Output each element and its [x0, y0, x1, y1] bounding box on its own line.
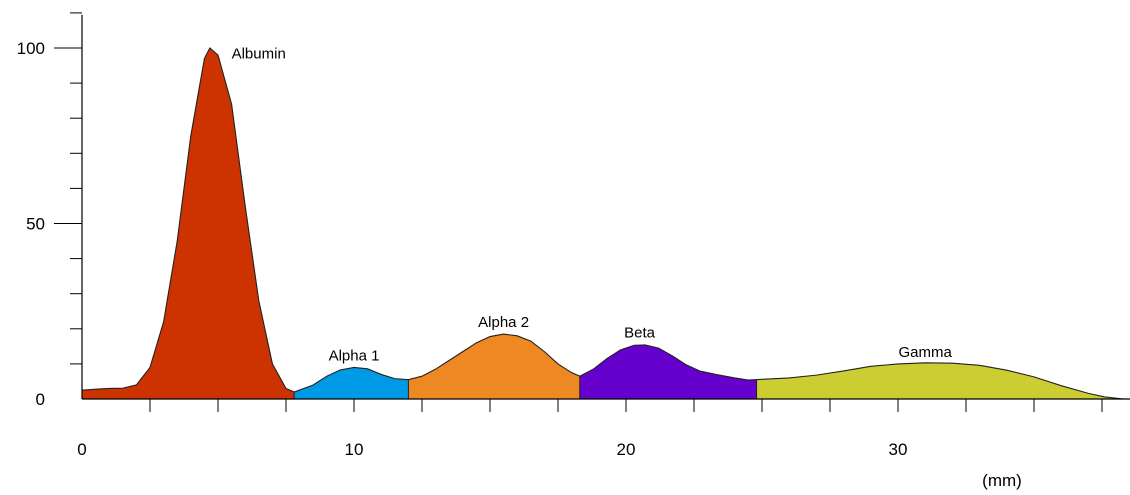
x-tick-label: 0: [77, 440, 86, 459]
fraction-area-albumin: [82, 48, 295, 399]
x-tick-label: 20: [617, 440, 636, 459]
y-tick-label: 0: [36, 390, 45, 409]
x-tick-label: 10: [345, 440, 364, 459]
fraction-label-alpha-2: Alpha 2: [478, 314, 529, 331]
axes: [81, 14, 1130, 400]
y-tick-label: 50: [26, 215, 45, 234]
x-tick-label: 30: [889, 440, 908, 459]
fraction-area-alpha-1: [294, 367, 409, 399]
fraction-labels: Albumin Alpha 1 Alpha 2 Beta Gamma: [232, 46, 953, 365]
density-curve: [81, 47, 1124, 400]
fraction-label-gamma: Gamma: [899, 344, 953, 361]
x-axis-unit-label: (mm): [982, 471, 1022, 490]
tick-marks: [54, 12, 1103, 412]
fraction-area-beta: [579, 344, 757, 399]
fraction-area-gamma: [756, 362, 1124, 399]
fraction-areas: [82, 48, 1124, 399]
fraction-label-beta: Beta: [624, 325, 656, 342]
tick-labels: 0 10 20 30 0 50 100: [17, 39, 908, 459]
fraction-area-alpha-2: [408, 334, 580, 399]
curve-outline: [81, 47, 1124, 400]
y-tick-label: 100: [17, 39, 45, 58]
fraction-label-alpha-1: Alpha 1: [329, 347, 380, 364]
fraction-label-albumin: Albumin: [232, 46, 286, 63]
